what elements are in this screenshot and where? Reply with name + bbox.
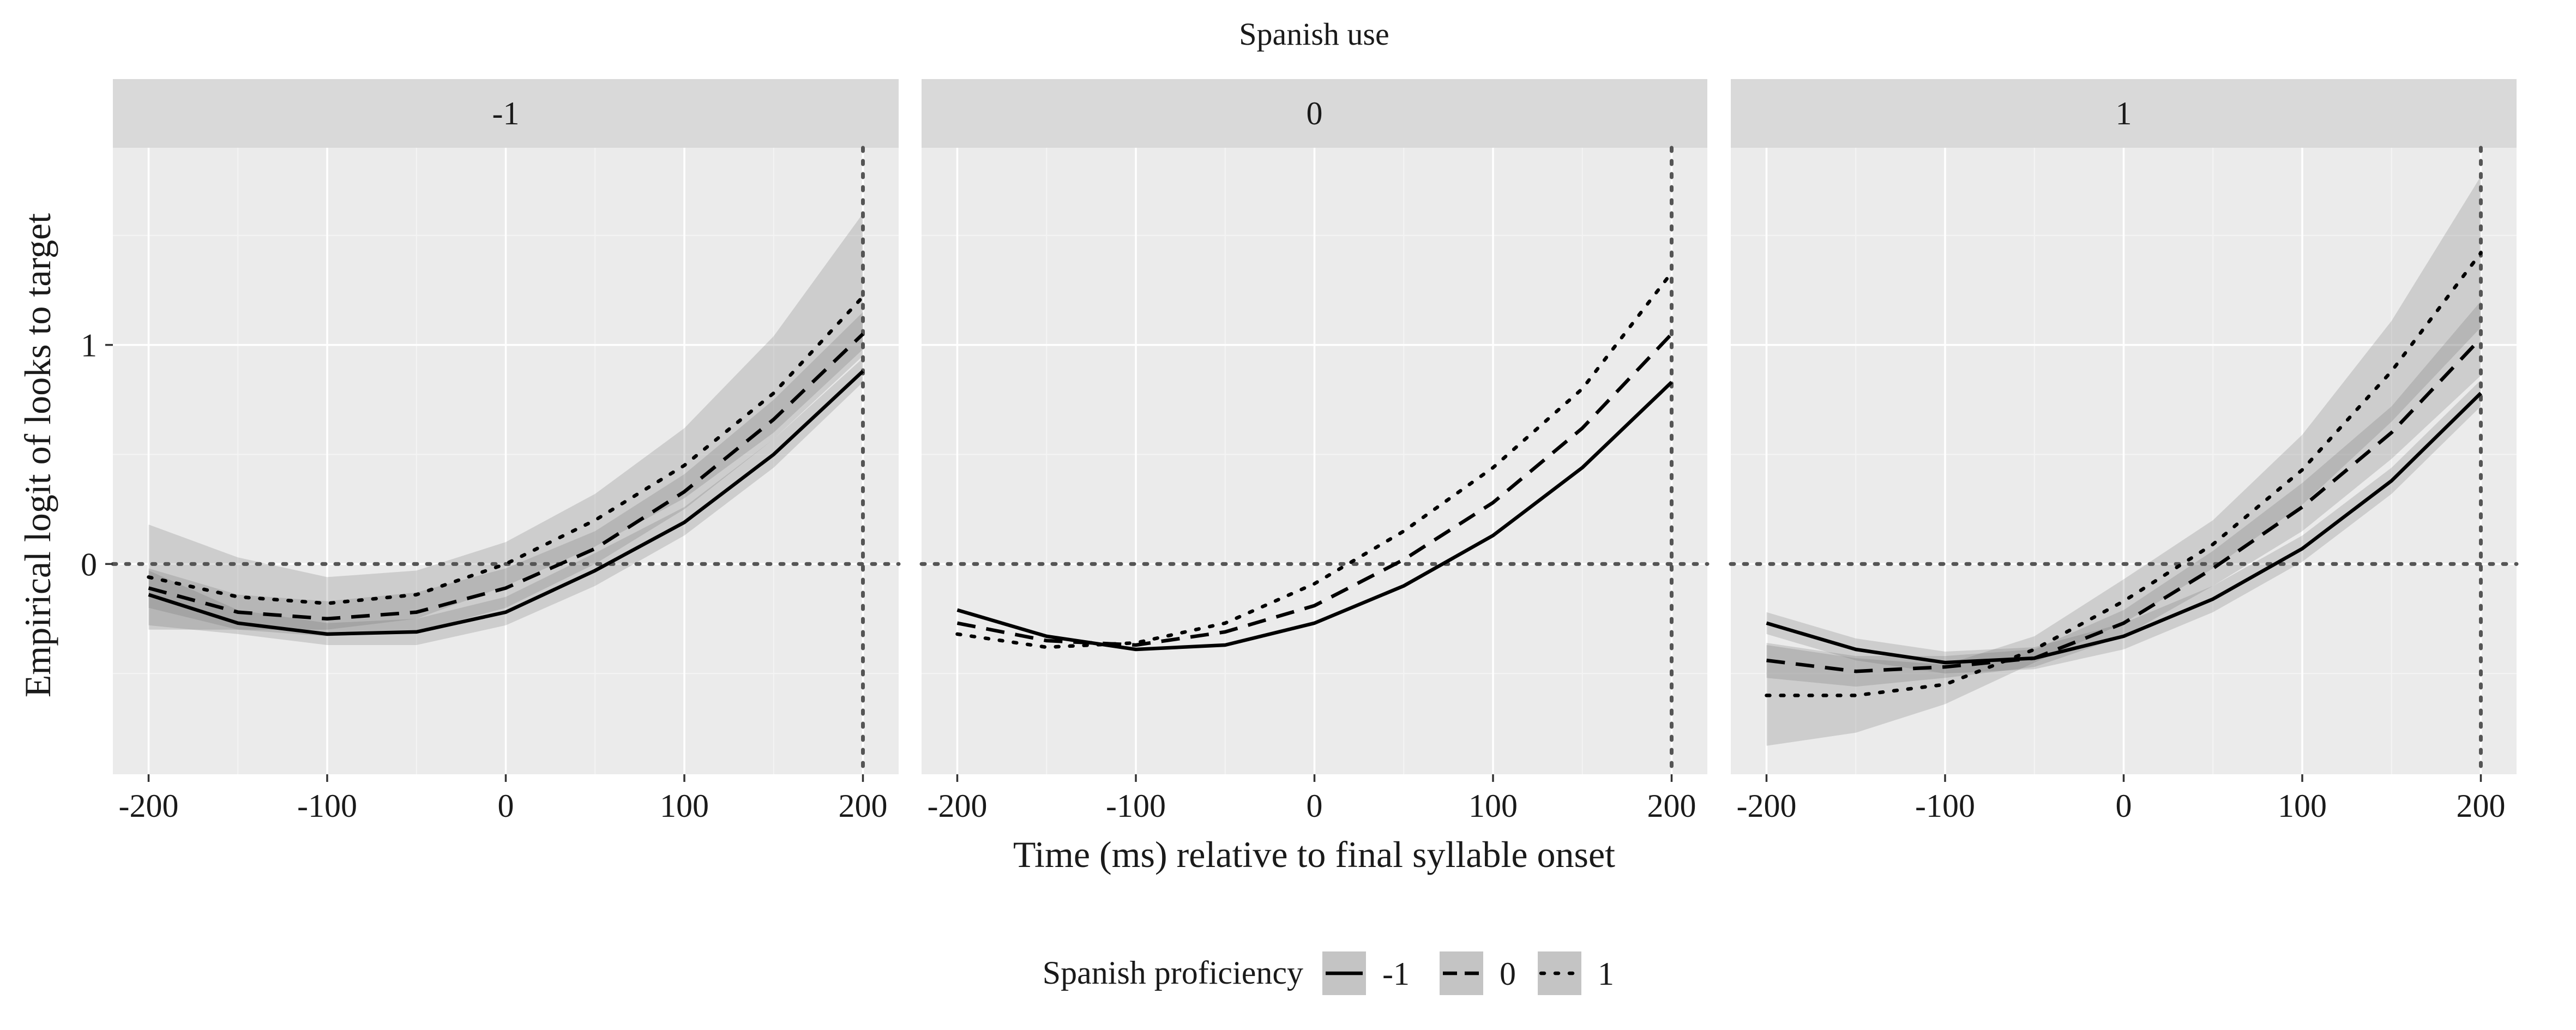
legend-title: Spanish proficiency bbox=[1043, 955, 1303, 991]
ribbon-dashed bbox=[148, 312, 863, 636]
x-tick-label: -100 bbox=[297, 788, 357, 824]
x-tick-label: -100 bbox=[1106, 788, 1166, 824]
facet-panel-0: -1 -200 -100 0 100 200 bbox=[111, 79, 901, 824]
series-line-dashed bbox=[956, 333, 1673, 647]
series-line-dashed bbox=[148, 333, 864, 621]
x-tick-label: 100 bbox=[2278, 788, 2327, 824]
x-tick-label: 0 bbox=[498, 788, 514, 824]
y-axis: 01 bbox=[81, 328, 113, 582]
series-line-dotted bbox=[955, 270, 1674, 649]
ribbon-dashed bbox=[1766, 301, 2481, 687]
facet-strip-label: -1 bbox=[492, 95, 520, 131]
x-tick-label: 0 bbox=[1307, 788, 1323, 824]
x-tick-label: 0 bbox=[2116, 788, 2132, 824]
ribbon-dotted bbox=[1766, 176, 2481, 746]
facet-strip bbox=[1731, 79, 2517, 148]
y-axis-label: Empirical logit of looks to target bbox=[17, 213, 58, 697]
x-tick-label: -100 bbox=[1915, 788, 1975, 824]
ribbon-dotted bbox=[148, 213, 863, 630]
facet-strip-label: 0 bbox=[1307, 95, 1323, 131]
legend-label: 1 bbox=[1598, 956, 1614, 992]
legend-label: 0 bbox=[1500, 956, 1516, 992]
facet-strip bbox=[113, 79, 899, 148]
series-line-solid bbox=[1766, 391, 2482, 665]
chart-title: Spanish use bbox=[1239, 16, 1389, 52]
x-tick-label: -200 bbox=[119, 788, 179, 824]
x-tick-label: 200 bbox=[2457, 788, 2506, 824]
x-tick-label: 200 bbox=[1647, 788, 1696, 824]
facet-strip-label: 1 bbox=[2116, 95, 2132, 131]
legend-keys: -1 0 1 bbox=[1322, 951, 1614, 995]
facet-panel-2: 1 -200 -100 0 100 200 bbox=[1729, 79, 2519, 824]
legend-label: -1 bbox=[1382, 956, 1410, 992]
series-line-dashed bbox=[1766, 337, 2482, 673]
legend: Spanish proficiency -1 0 1 bbox=[1043, 951, 1614, 995]
facet-strip bbox=[922, 79, 1707, 148]
x-tick-label: -200 bbox=[1737, 788, 1797, 824]
x-tick-label: 100 bbox=[660, 788, 709, 824]
series-line-solid bbox=[148, 370, 864, 636]
x-axis-label: Time (ms) relative to final syllable ons… bbox=[1013, 834, 1615, 875]
x-tick-label: 100 bbox=[1468, 788, 1518, 824]
x-tick-label: 200 bbox=[839, 788, 888, 824]
facet-panel-1: 0 -200 -100 0 100 200 bbox=[919, 79, 1710, 824]
y-tick-label: 0 bbox=[81, 546, 97, 582]
x-tick-label: -200 bbox=[928, 788, 988, 824]
y-tick-label: 1 bbox=[81, 328, 97, 364]
